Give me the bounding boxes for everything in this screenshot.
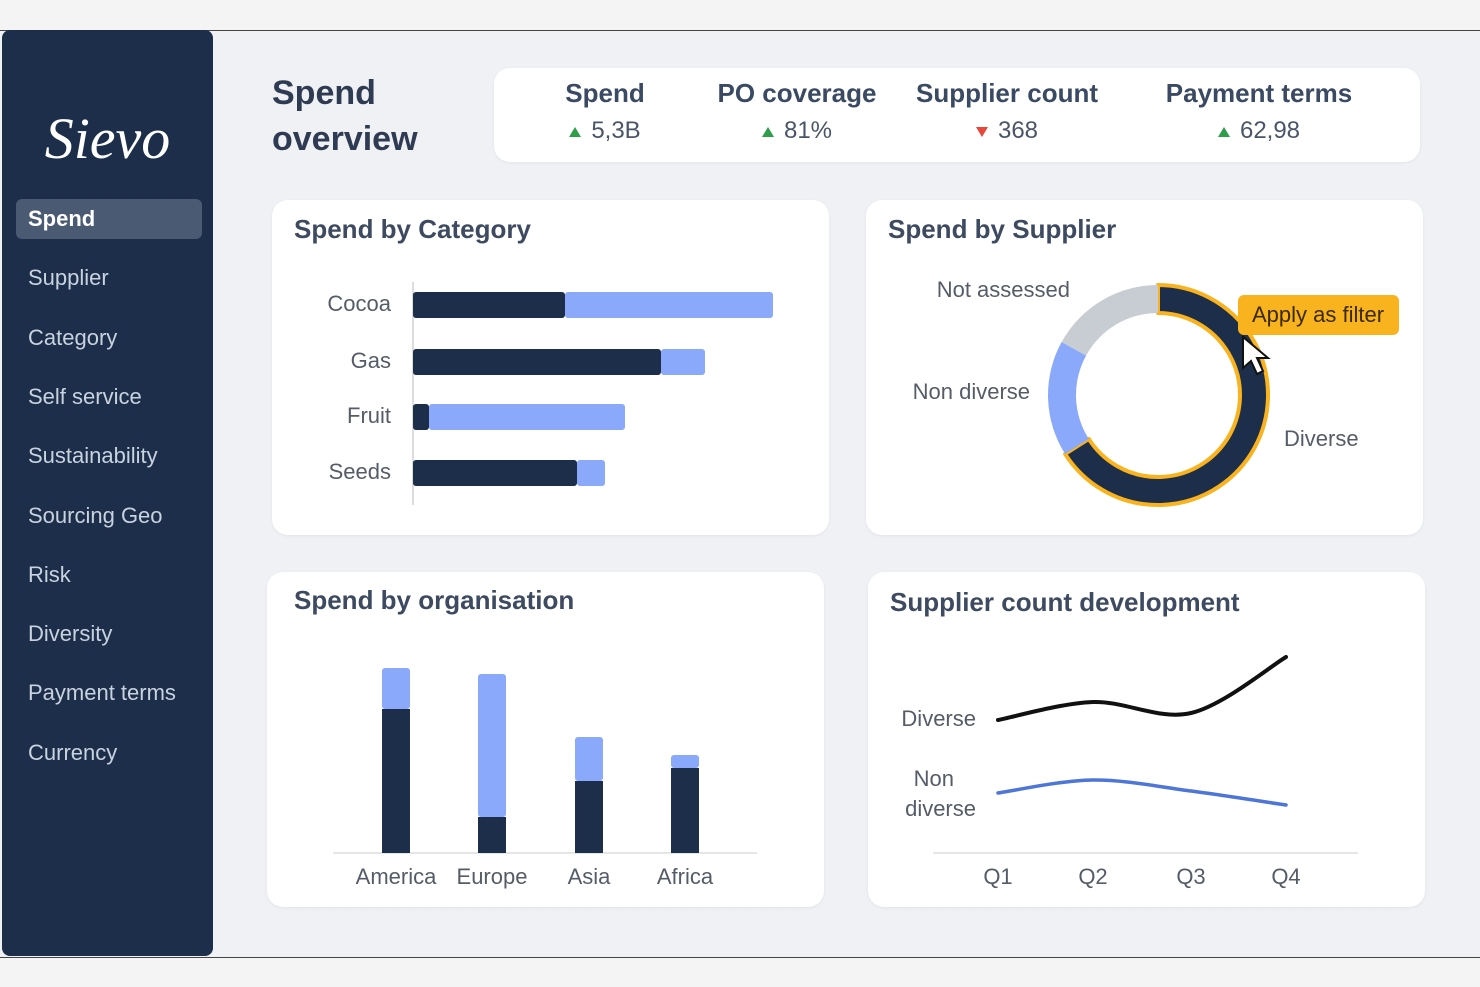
- donut-segment: [1063, 283, 1270, 507]
- segment-label: Diverse: [1284, 426, 1359, 451]
- card: [868, 572, 1425, 907]
- kpi: Payment terms 62,98: [1149, 78, 1369, 145]
- kpi: Spend 5,3B: [495, 78, 715, 145]
- nav-item[interactable]: Supplier: [28, 265, 109, 291]
- nav-item[interactable]: Sourcing Geo: [28, 502, 163, 528]
- category-label: Africa: [657, 864, 714, 889]
- series-label: Non diverse: [905, 766, 976, 821]
- nav-item[interactable]: Self service: [28, 383, 142, 409]
- trend-arrow: [975, 126, 988, 137]
- x-tick-label: Q3: [1176, 864, 1205, 889]
- trend-arrow: [1217, 126, 1230, 137]
- category-label: Cocoa: [327, 291, 391, 316]
- donut-segment: [1048, 342, 1089, 454]
- chart-title: Spend by Supplier: [888, 214, 1117, 244]
- kpi-value-row: 368: [897, 117, 1117, 145]
- tooltip-text: Apply as filter: [1252, 302, 1384, 327]
- kpi-value: 62,98: [1239, 117, 1301, 144]
- category-label: Gas: [351, 348, 391, 373]
- logo: Sievo: [44, 106, 171, 171]
- line: [996, 655, 1288, 722]
- category-label: America: [356, 864, 437, 889]
- bar-segment: [382, 668, 410, 709]
- kpi-label: Supplier count: [916, 78, 1098, 108]
- nav-item[interactable]: Diversity: [28, 621, 113, 647]
- trend-arrow: [569, 126, 582, 137]
- category-label: Seeds: [329, 459, 391, 484]
- nav-item[interactable]: Sustainability: [28, 443, 158, 469]
- bar-segment: [413, 292, 565, 318]
- category-label: Fruit: [347, 403, 391, 428]
- donut-segment: [1061, 285, 1158, 356]
- kpi: Supplier count 368: [897, 78, 1117, 145]
- bar-segment: [413, 460, 577, 486]
- kpi-label: Payment terms: [1165, 78, 1353, 108]
- cursor: [1242, 334, 1271, 376]
- chart-title: Supplier count development: [890, 587, 1240, 617]
- bar-segment: [671, 755, 699, 768]
- page-title: Spend overview: [272, 74, 418, 158]
- card: [267, 572, 824, 907]
- kpi-value-row: 62,98: [1149, 117, 1369, 145]
- kpi-value-row: 81%: [687, 117, 907, 145]
- kpi-label: PO coverage: [717, 78, 877, 108]
- series-label: Diverse: [901, 706, 976, 731]
- bar-segment: [382, 709, 410, 853]
- bar-segment: [575, 781, 603, 853]
- category-label: Asia: [568, 864, 612, 889]
- chart-title: Spend by Category: [294, 214, 531, 244]
- bar-segment: [575, 737, 603, 781]
- kpi-label: Spend: [565, 78, 645, 108]
- x-tick-label: Q2: [1078, 864, 1107, 889]
- nav-item[interactable]: Category: [28, 324, 118, 350]
- chart-title: Spend by organisation: [294, 585, 575, 615]
- kpi-card: [494, 68, 1420, 162]
- nav-item[interactable]: Spend: [16, 199, 202, 239]
- nav-item[interactable]: Payment terms: [28, 680, 176, 706]
- bar-segment: [671, 768, 699, 853]
- kpi: PO coverage 81%: [687, 78, 907, 145]
- bar-segment: [478, 674, 506, 817]
- x-tick-label: Q1: [983, 864, 1012, 889]
- bar-segment: [413, 349, 661, 375]
- segment-label: Not assessed: [937, 277, 1070, 302]
- x-tick-label: Q4: [1271, 864, 1300, 889]
- line: [996, 778, 1288, 807]
- bar-segment: [565, 292, 773, 318]
- sidebar: Sievo Spend Supplier Category Self service S…: [2, 30, 213, 956]
- kpi-value: 368: [997, 117, 1039, 144]
- bar-segment: [577, 460, 605, 486]
- bar-segment: [413, 404, 429, 430]
- category-label: Europe: [457, 864, 528, 889]
- bar-segment: [429, 404, 625, 430]
- kpi-value-row: 5,3B: [495, 117, 715, 145]
- segment-label: Non diverse: [913, 379, 1030, 404]
- kpi-value: 81%: [783, 117, 833, 144]
- trend-arrow: [761, 126, 774, 137]
- kpi-value: 5,3B: [591, 117, 641, 144]
- nav-item[interactable]: Currency: [28, 739, 118, 765]
- tooltip: [1238, 295, 1399, 335]
- bar-segment: [661, 349, 705, 375]
- nav-item[interactable]: Risk: [28, 561, 71, 587]
- bar-segment: [478, 817, 506, 853]
